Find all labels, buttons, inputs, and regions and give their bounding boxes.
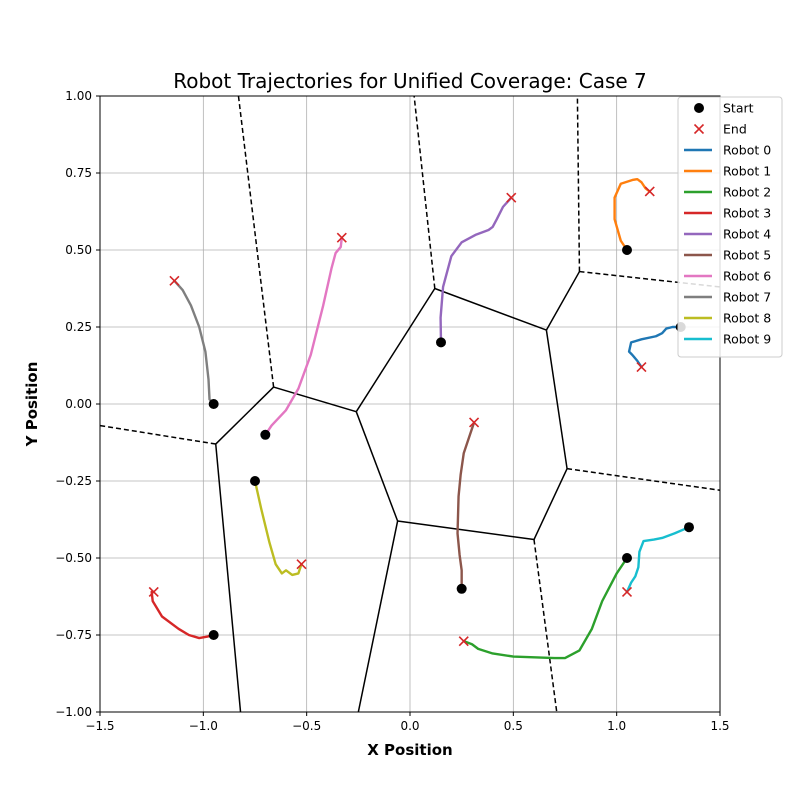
y-tick-label: 0.75: [65, 166, 92, 180]
robot-2-end-marker: [458, 636, 469, 647]
voronoi-edge: [273, 386, 357, 413]
voronoi-edge-dashed: [100, 424, 216, 445]
voronoi-edge: [545, 329, 568, 469]
legend-end-label: End: [723, 122, 747, 137]
voronoi-edge: [533, 468, 568, 540]
robot-0-trajectory: [627, 325, 682, 369]
y-tick-label: −0.50: [55, 551, 92, 565]
robot-1-trajectory: [613, 177, 651, 252]
x-tick-label: −1.0: [189, 719, 218, 733]
robot-2-start-marker: [622, 553, 632, 563]
x-tick-label: 1.5: [710, 719, 729, 733]
legend-robot-4-label: Robot 4: [723, 227, 771, 242]
voronoi-edge: [214, 443, 242, 712]
legend-robot-2-label: Robot 2: [723, 185, 771, 200]
robot-3-start-marker: [208, 630, 219, 640]
robot-2-trajectory: [462, 556, 629, 660]
robot-8-trajectory: [253, 479, 303, 577]
trajectory-series: [150, 177, 691, 660]
voronoi-edge-dashed: [237, 96, 275, 388]
x-tick-label: 1.0: [607, 719, 626, 733]
x-tick-label: −0.5: [292, 719, 321, 733]
robot-9-end-marker: [621, 586, 633, 597]
voronoi-edge: [434, 287, 547, 331]
chart-title: Robot Trajectories for Unified Coverage:…: [173, 69, 647, 93]
voronoi-edge: [357, 520, 399, 712]
robot-5-start-marker: [456, 583, 467, 594]
robot-0-end-marker: [636, 361, 647, 373]
robot-9-start-marker: [684, 522, 694, 533]
robot-3-trajectory: [150, 590, 215, 640]
voronoi-edge: [355, 411, 399, 522]
robot-4-trajectory: [439, 196, 513, 344]
y-tick-label: 0.25: [65, 320, 92, 334]
robot-7-end-marker: [169, 275, 180, 286]
y-tick-label: 0.00: [65, 397, 92, 411]
robot-6-start-marker: [260, 429, 271, 440]
robot-1-start-marker: [622, 245, 632, 255]
robot-3-end-marker: [148, 586, 159, 597]
voronoi-edge-dashed: [576, 96, 581, 272]
robot-9-trajectory: [625, 526, 691, 594]
robot-1-end-marker: [644, 186, 655, 197]
robot-7-start-marker: [208, 399, 219, 409]
legend-robot-7-label: Robot 7: [723, 290, 771, 305]
robot-4-end-marker: [506, 192, 517, 203]
y-tick-label: −0.75: [55, 628, 92, 642]
legend-robot-9-label: Robot 9: [723, 332, 771, 347]
x-axis-label: X Position: [367, 741, 452, 759]
voronoi-edge-dashed: [566, 467, 720, 491]
robot-6-end-marker: [336, 232, 347, 243]
voronoi-edge-dashed: [533, 539, 558, 712]
legend-robot-0-label: Robot 0: [723, 143, 771, 158]
x-tick-label: 0.0: [400, 719, 419, 733]
voronoi-partition: [100, 96, 720, 712]
x-tick-label: −1.5: [85, 719, 114, 733]
legend-box: [677, 96, 783, 358]
legend-robot-3-label: Robot 3: [723, 206, 771, 221]
voronoi-edge-dashed: [413, 96, 436, 289]
robot-8-start-marker: [250, 476, 260, 486]
legend-start-label: Start: [723, 101, 754, 116]
robot-5-trajectory: [456, 421, 476, 590]
legend-robot-8-label: Robot 8: [723, 311, 771, 326]
y-tick-label: −0.25: [55, 474, 92, 488]
voronoi-edge: [545, 271, 581, 331]
robot-4-start-marker: [436, 337, 446, 348]
robot-6-trajectory: [264, 236, 343, 436]
legend: Start End Robot 0 Robot 1 Robot 2 Robot 3 Robo…: [677, 96, 783, 358]
robot-7-trajectory: [173, 279, 215, 406]
voronoi-edge: [355, 288, 436, 413]
legend-robot-1-label: Robot 1: [723, 164, 771, 179]
legend-start-symbol: [694, 103, 704, 113]
axis-ticks: −1.5 −1.0 −0.5 0.0 0.5 1.0 1.5 −1.00 −0.75 −0.50 −…: [55, 89, 729, 733]
voronoi-edge: [397, 520, 535, 541]
legend-end-symbol: [693, 123, 705, 135]
robot-5-end-marker: [469, 417, 480, 428]
x-tick-label: 0.5: [504, 719, 523, 733]
y-tick-label: 0.50: [65, 243, 92, 257]
y-tick-label: −1.00: [55, 705, 92, 719]
y-tick-label: 1.00: [65, 89, 92, 103]
robot-8-end-marker: [296, 559, 307, 570]
y-axis-label: Y Position: [23, 362, 41, 448]
legend-robot-5-label: Robot 5: [723, 248, 771, 263]
voronoi-edge: [215, 386, 275, 445]
legend-robot-6-label: Robot 6: [723, 269, 771, 284]
